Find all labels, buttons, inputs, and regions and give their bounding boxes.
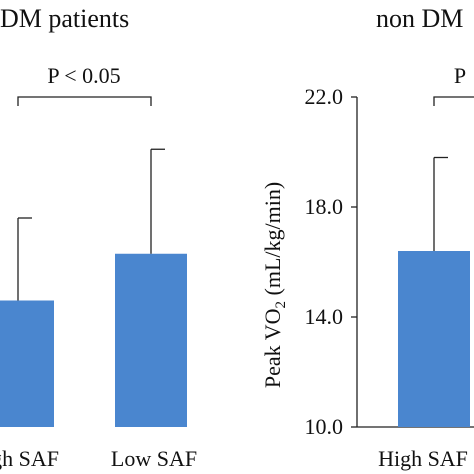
- panel-dm-patients: DM patients P < 0.05 High SAF Low SAF: [0, 4, 197, 471]
- left-significance-bracket: P < 0.05: [17, 63, 152, 106]
- left-bar-low-saf: [115, 253, 187, 427]
- left-bar-high-saf: [0, 300, 54, 427]
- right-y-ticks: 10.0 14.0 18.0 22.0: [305, 84, 357, 439]
- left-category-label-high: High SAF: [0, 446, 59, 471]
- y-axis-title-subscript: 2: [273, 301, 289, 309]
- right-y-tick-label-1: 14.0: [305, 304, 344, 329]
- right-category-label-high: High SAF: [378, 446, 468, 471]
- right-y-tick-label-2: 18.0: [305, 194, 344, 219]
- y-axis-title: Peak VO2 (mL/kg/min): [260, 182, 289, 388]
- right-p-value: P: [454, 63, 466, 88]
- left-bar-group: [0, 148, 187, 427]
- right-bracket-line: [433, 96, 474, 106]
- right-bar-high-saf: [398, 251, 470, 427]
- left-category-label-low: Low SAF: [111, 446, 197, 471]
- left-bracket-line: [17, 96, 152, 106]
- right-y-tick-label-0: 10.0: [305, 414, 344, 439]
- panel-title-non-dm: non DM: [376, 4, 463, 33]
- y-axis-title-main: Peak VO: [260, 309, 285, 389]
- panel-non-dm: non DM Peak VO2 (mL/kg/min) 10.0 14.0 18.0…: [260, 4, 474, 471]
- panel-title-dm: DM patients: [0, 4, 129, 33]
- right-y-tick-label-3: 22.0: [305, 84, 344, 109]
- right-bar-group: [398, 156, 470, 427]
- y-axis-title-unit: (mL/kg/min): [260, 182, 285, 301]
- left-p-value: P < 0.05: [47, 63, 120, 88]
- right-significance-bracket: P: [433, 63, 474, 106]
